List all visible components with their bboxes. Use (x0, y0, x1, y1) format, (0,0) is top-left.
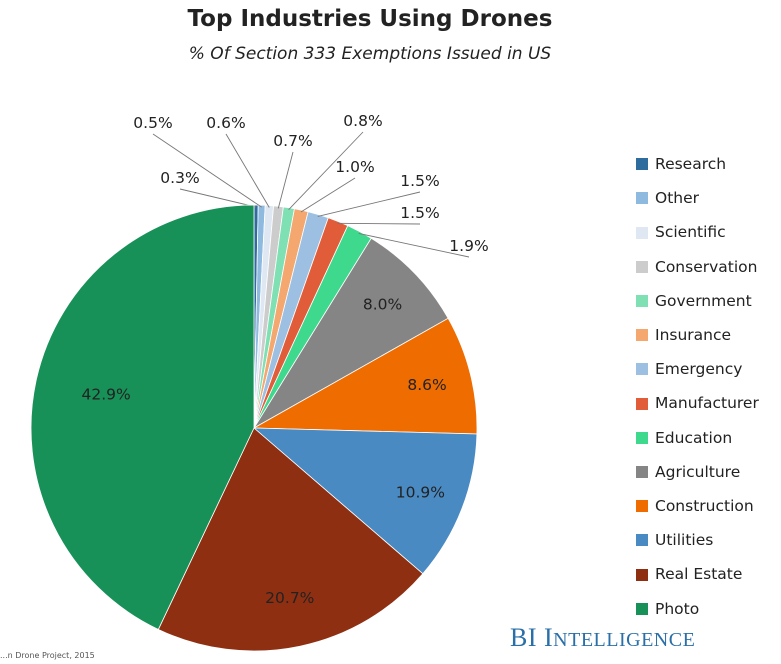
legend-label: Photo (655, 599, 700, 618)
leader-line-scientific (225, 133, 270, 208)
chart-title: Top Industries Using Drones (187, 6, 553, 32)
slice-label-research: 0.3% (160, 169, 199, 187)
pie-slice-utilities (252, 427, 478, 575)
slice-label-scientific: 0.6% (206, 114, 245, 132)
slice-label-emergency: 1.5% (400, 172, 439, 190)
legend-swatch (636, 260, 648, 273)
legend-label: Education (655, 428, 733, 447)
legend-label: Government (655, 291, 752, 310)
chart-legend: Research Other Scientific Conservation Gover… (636, 147, 759, 626)
leader-line-other (152, 133, 262, 208)
slice-label-utilities: 10.9% (396, 483, 445, 501)
pie-slice-real-estate (157, 427, 424, 652)
legend-item-emergency: Emergency (636, 352, 759, 386)
source-note: ...n Drone Project, 2015 (0, 651, 95, 660)
legend-swatch (636, 500, 648, 513)
slice-label-insurance: 1.0% (335, 158, 374, 176)
legend-item-scientific: Scientific (636, 215, 759, 249)
legend-swatch (636, 397, 648, 410)
legend-label: Conservation (655, 257, 758, 276)
leader-line-insurance (300, 177, 356, 213)
slice-label-education: 1.9% (449, 237, 488, 255)
legend-swatch (636, 294, 648, 307)
leader-line-emergency (317, 191, 421, 217)
legend-item-conservation: Conservation (636, 250, 759, 284)
slice-label-construction: 8.6% (407, 376, 446, 394)
pie-slice-photo (30, 204, 255, 630)
slice-label-photo: 42.9% (81, 386, 130, 404)
slice-label-agriculture: 8.0% (363, 295, 402, 313)
legend-item-photo: Photo (636, 592, 759, 626)
slice-label-government: 0.8% (343, 112, 382, 130)
legend-item-government: Government (636, 284, 759, 318)
legend-label: Emergency (655, 360, 743, 379)
legend-label: Manufacturer (655, 394, 759, 413)
legend-label: Utilities (655, 531, 714, 550)
slice-label-manufacturer: 1.5% (400, 204, 439, 222)
legend-swatch (636, 329, 648, 342)
legend-item-education: Education (636, 421, 759, 455)
legend-swatch (636, 158, 648, 171)
legend-swatch (636, 568, 648, 581)
legend-item-utilities: Utilities (636, 523, 759, 557)
leader-line-manufacturer (337, 222, 421, 225)
legend-swatch (636, 465, 648, 478)
legend-item-other: Other (636, 181, 759, 215)
legend-item-real-estate: Real Estate (636, 557, 759, 591)
legend-item-construction: Construction (636, 489, 759, 523)
legend-label: Insurance (655, 326, 732, 345)
leader-line-research (179, 188, 257, 208)
leader-line-education (358, 232, 470, 258)
legend-label: Research (655, 155, 727, 173)
legend-swatch (636, 226, 648, 239)
chart-subtitle: % Of Section 333 Exemptions Issued in US (188, 44, 552, 64)
leader-line-government (288, 131, 364, 211)
legend-swatch (636, 602, 648, 615)
slice-label-other: 0.5% (133, 114, 172, 132)
legend-swatch (636, 431, 648, 444)
slice-label-real-estate: 20.7% (265, 589, 314, 607)
legend-label: Real Estate (655, 565, 743, 584)
legend-label: Construction (655, 497, 754, 516)
legend-swatch (636, 192, 648, 205)
brand-logo: BI INTELLIGENCE (510, 623, 696, 652)
leader-line-conservation (277, 151, 294, 209)
legend-label: Other (655, 189, 700, 208)
legend-item-insurance: Insurance (636, 318, 759, 352)
legend-item-research: Research (636, 147, 759, 181)
legend-label: Scientific (655, 223, 726, 242)
pie-slice-construction (252, 317, 478, 435)
legend-swatch (636, 363, 648, 376)
pie-slice-agriculture (253, 237, 449, 429)
legend-item-manufacturer: Manufacturer (636, 386, 759, 420)
legend-swatch (636, 534, 648, 547)
slice-label-conservation: 0.7% (273, 132, 312, 150)
legend-label: Agriculture (655, 462, 741, 481)
legend-item-agriculture: Agriculture (636, 455, 759, 489)
